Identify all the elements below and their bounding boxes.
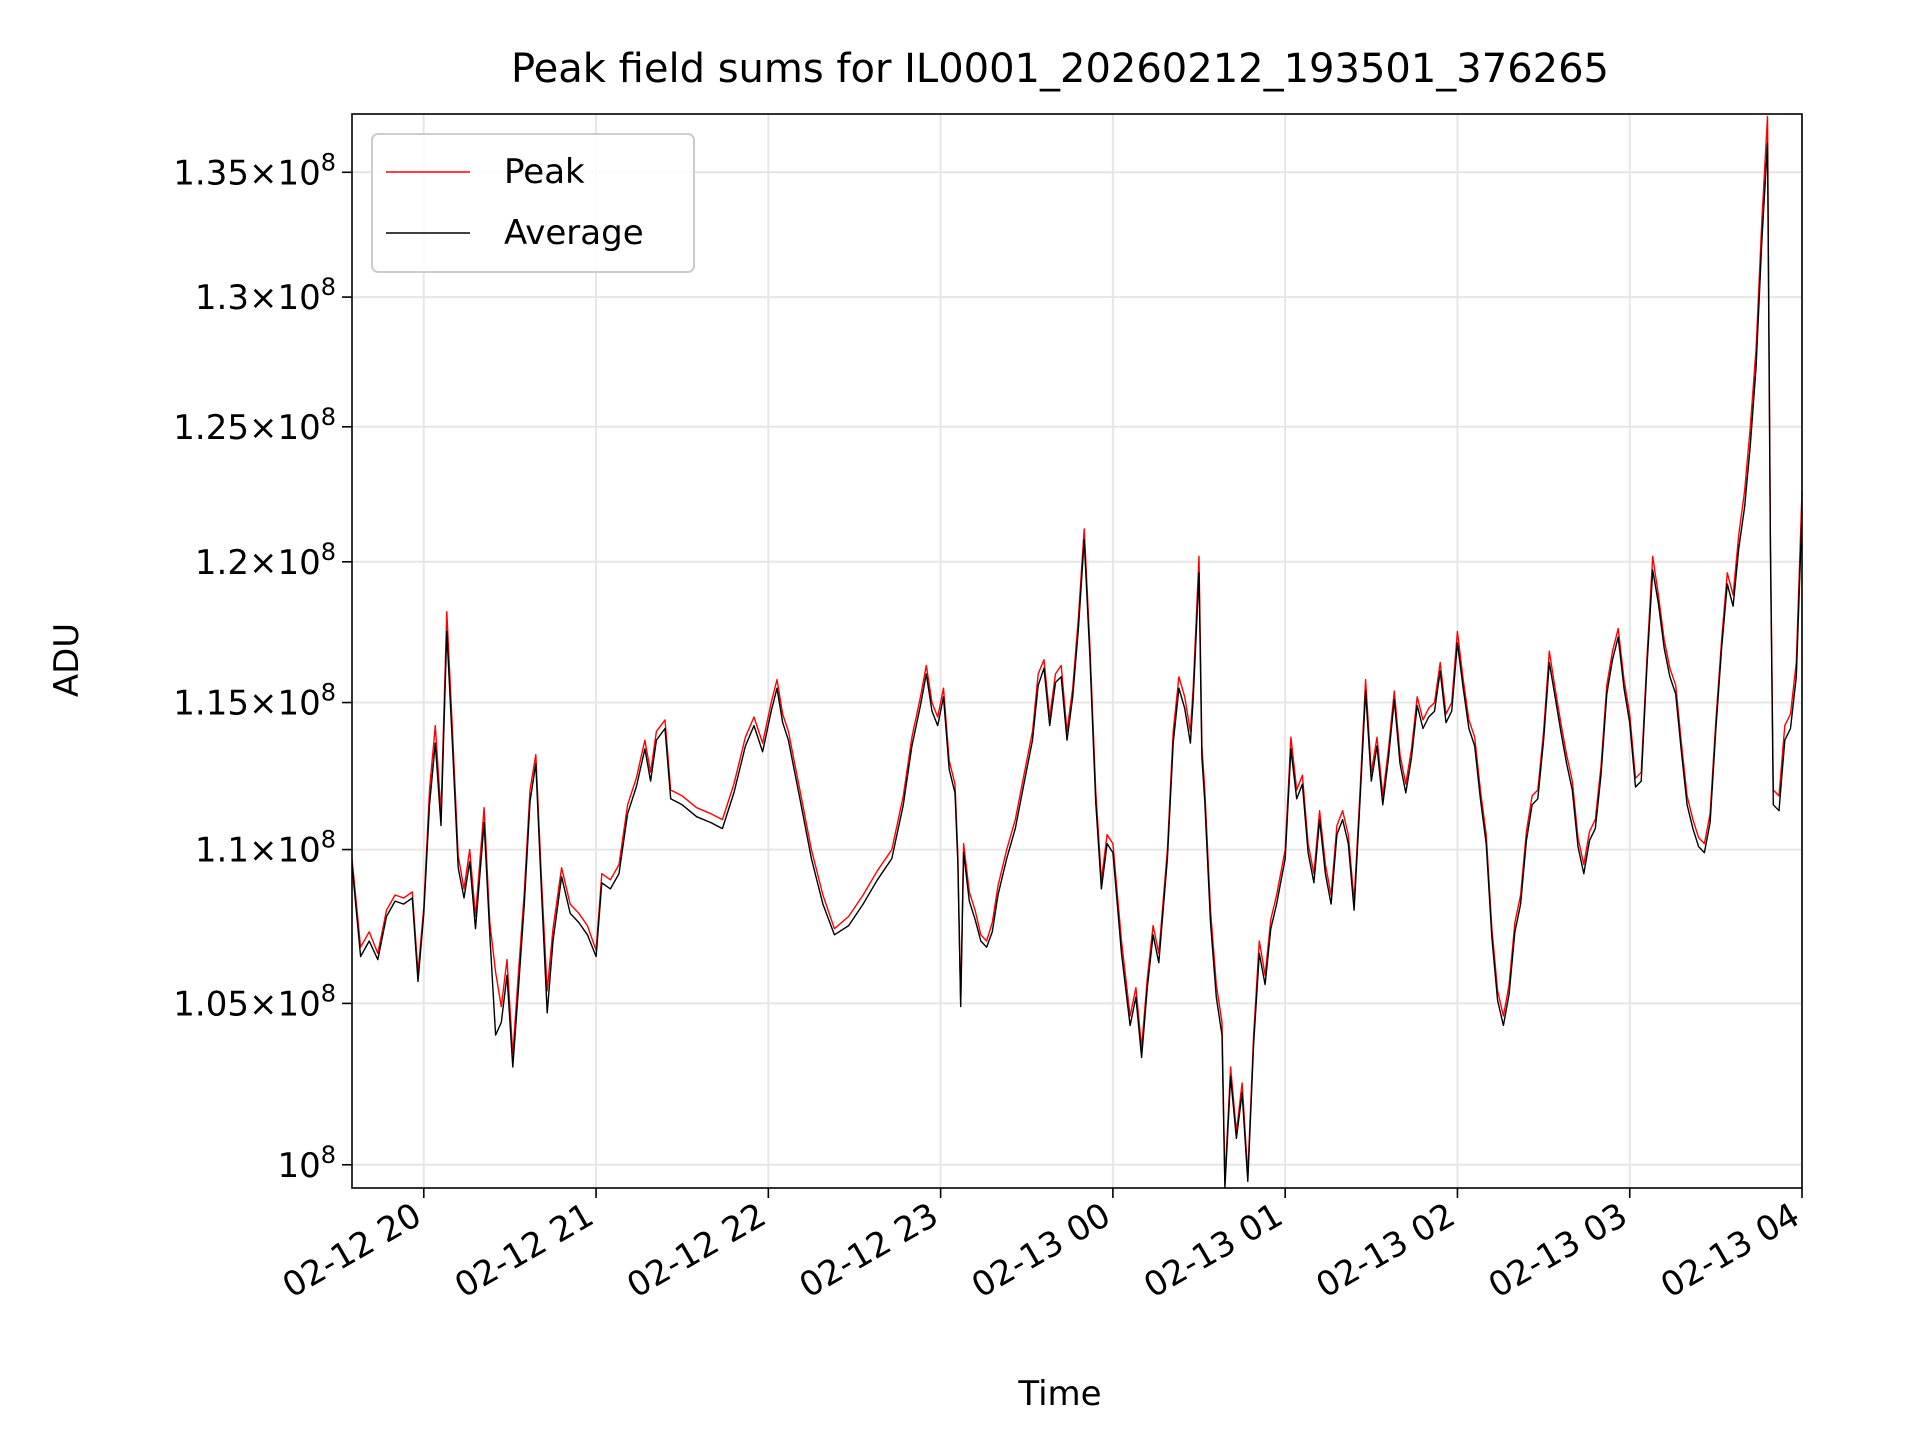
y-tick-base: 1.25×10 — [173, 408, 320, 448]
y-tick-exponent: 8 — [321, 679, 336, 707]
y-tick-base: 1.3×10 — [195, 278, 321, 318]
y-tick-base: 1.2×10 — [195, 543, 321, 583]
y-tick-label: 1.25×108 — [173, 403, 336, 448]
y-tick-label: 1.3×108 — [195, 273, 336, 318]
y-tick-label: 1.05×108 — [173, 979, 336, 1024]
plot-frame — [351, 113, 1803, 1189]
y-tick-label: 1.1×108 — [195, 826, 336, 871]
y-tick-label: 108 — [277, 1141, 336, 1186]
y-tick-exponent: 8 — [321, 148, 336, 176]
y-tick-base: 10 — [277, 1146, 320, 1186]
y-tick-exponent: 8 — [321, 403, 336, 431]
y-tick-base: 1.05×10 — [173, 984, 320, 1024]
y-tick-base: 1.1×10 — [195, 831, 321, 871]
legend-label-average: Average — [504, 213, 644, 253]
series-line-peak — [351, 115, 1803, 1182]
series-line-average — [351, 142, 1803, 1189]
chart-title: Peak field sums for IL0001_20260212_1935… — [511, 46, 1609, 92]
x-axis-label: Time — [1017, 1374, 1101, 1414]
y-tick-exponent: 8 — [321, 979, 336, 1007]
y-tick-label: 1.15×108 — [173, 679, 336, 724]
series-layer — [351, 115, 1803, 1189]
y-axis: 1081.05×1081.1×1081.15×1081.2×1081.25×10… — [173, 148, 352, 1186]
y-tick-base: 1.15×10 — [173, 684, 320, 724]
y-tick-exponent: 8 — [321, 826, 336, 854]
legend-label-peak: Peak — [504, 152, 585, 192]
y-tick-exponent: 8 — [321, 1141, 336, 1169]
y-tick-exponent: 8 — [321, 538, 336, 566]
y-tick-label: 1.2×108 — [195, 538, 336, 583]
y-tick-label: 1.35×108 — [173, 148, 336, 193]
y-tick-base: 1.35×10 — [173, 153, 320, 193]
y-axis-label: ADU — [47, 623, 87, 697]
y-tick-exponent: 8 — [321, 273, 336, 301]
legend: Peak Average — [371, 133, 695, 273]
legend-box — [371, 133, 695, 273]
